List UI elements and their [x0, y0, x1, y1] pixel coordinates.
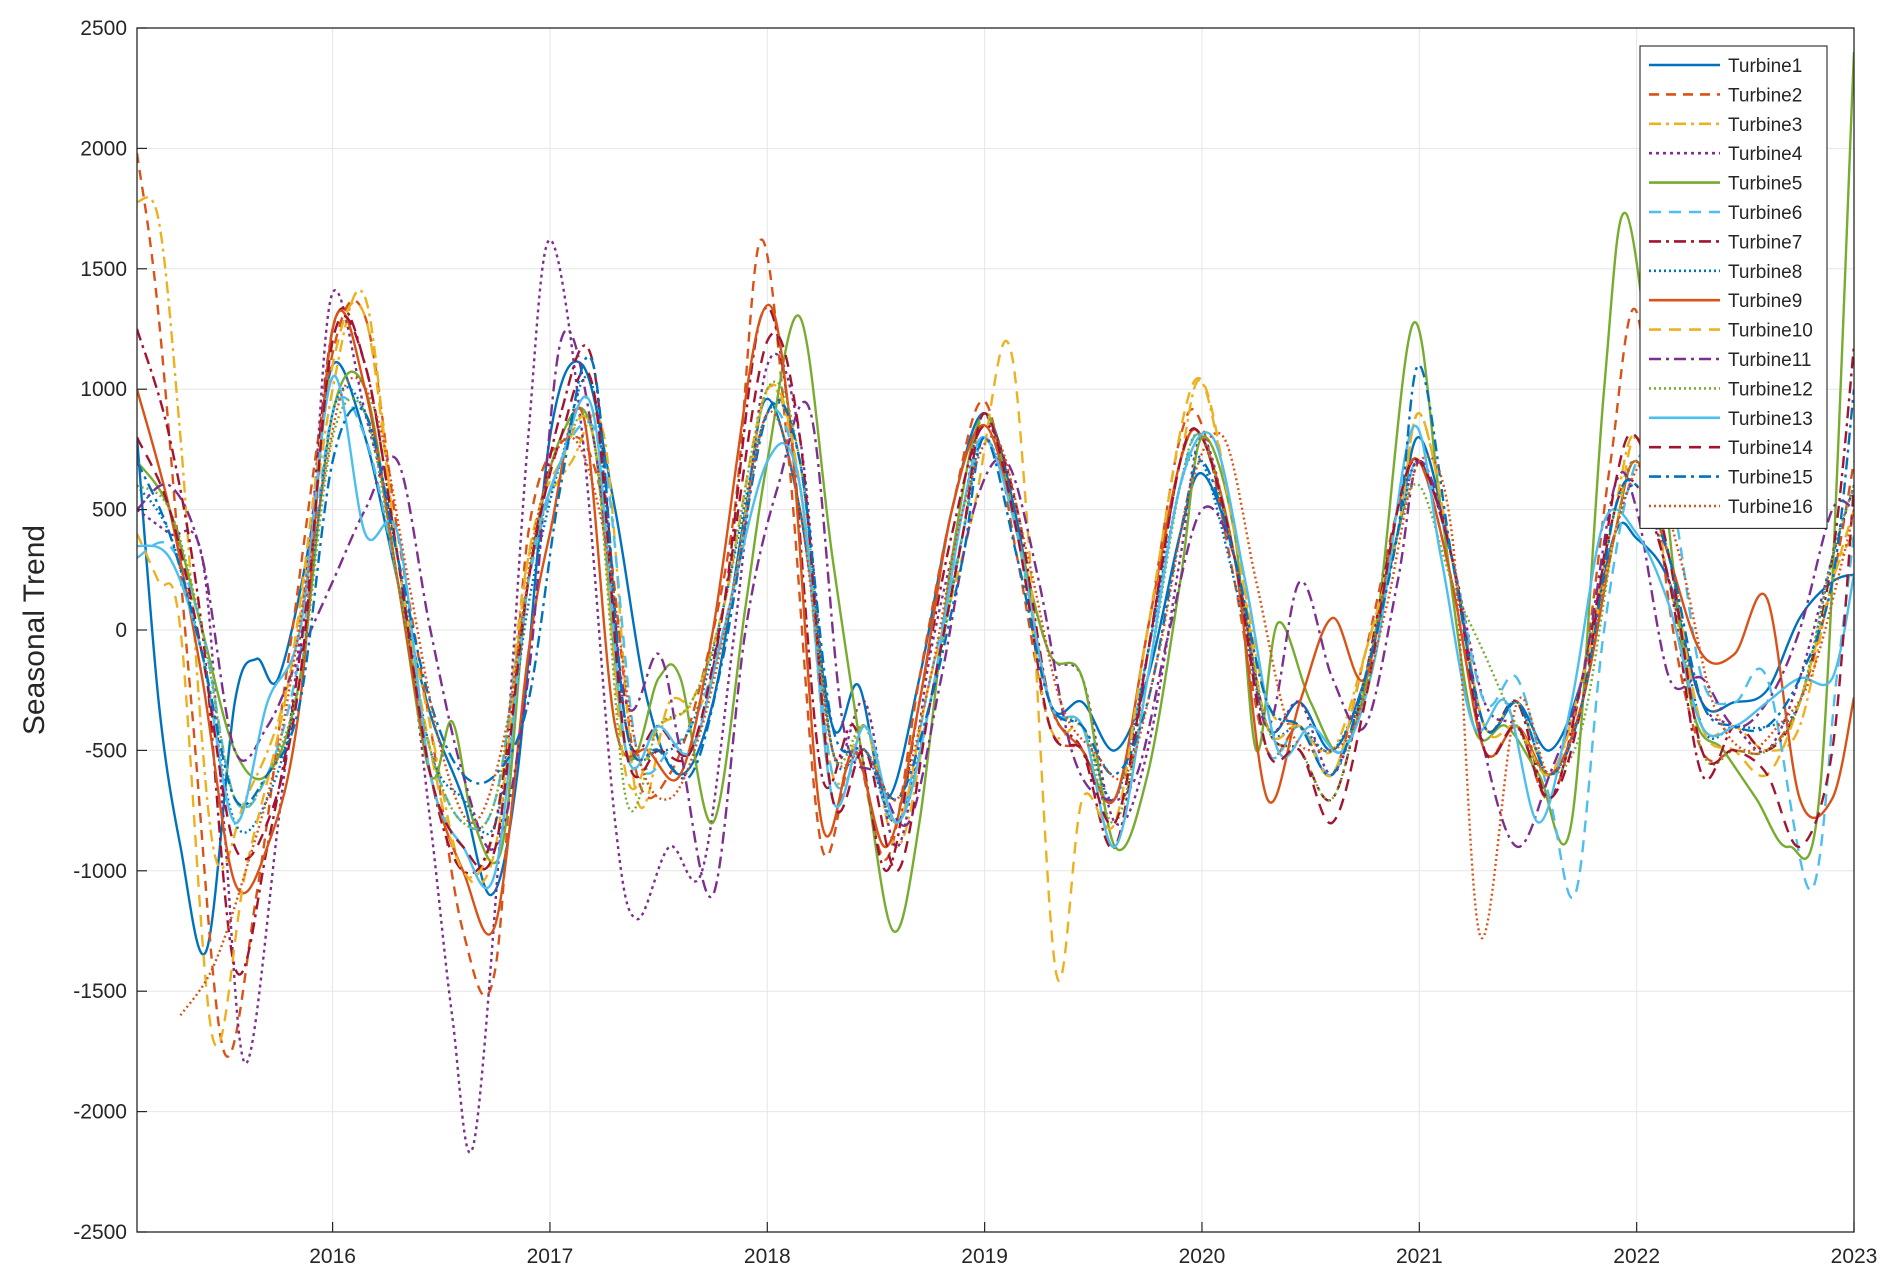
y-tick-label: -1500 [73, 980, 127, 1003]
series-lines [137, 52, 1854, 1154]
y-tick-label: 1000 [80, 378, 127, 401]
legend-label: Turbine16 [1728, 497, 1813, 518]
legend-label: Turbine5 [1728, 174, 1802, 195]
x-tick-label: 2022 [1613, 1245, 1660, 1268]
legend-label: Turbine11 [1728, 350, 1811, 371]
legend-label: Turbine1 [1728, 56, 1802, 77]
y-tick-label: 2000 [80, 137, 127, 160]
legend-label: Turbine9 [1728, 291, 1802, 312]
legend-label: Turbine6 [1728, 203, 1802, 224]
legend-label: Turbine8 [1728, 262, 1802, 283]
y-tick-label: 500 [92, 499, 127, 522]
legend: Turbine1 Turbine2 Turbine3 Turbine4 Turbine5… [1639, 45, 1828, 529]
legend-label: Turbine2 [1728, 85, 1802, 106]
legend-label: Turbine7 [1728, 232, 1802, 253]
x-tick-label: 2019 [961, 1245, 1008, 1268]
legend-label: Turbine4 [1728, 144, 1803, 165]
legend-label: Turbine13 [1728, 409, 1813, 430]
x-tick-label: 2016 [309, 1245, 356, 1268]
y-tick-label: 0 [115, 619, 127, 642]
y-tick-label: -500 [85, 739, 127, 762]
series-line-turbine16 [179, 376, 1854, 1016]
legend-label: Turbine3 [1728, 115, 1802, 136]
series-line-turbine11 [137, 328, 1854, 899]
x-tick-label: 2023 [1831, 1245, 1878, 1268]
series-line-turbine14 [137, 314, 1854, 873]
y-axis-label: Seasonal Trend [18, 525, 51, 735]
y-tick-label: 2500 [80, 17, 127, 40]
x-tick-label: 2020 [1179, 1245, 1226, 1268]
axis-ticks: -2500 -2000 -1500 -1000 -500 0 500 1000 1500 2000… [73, 17, 1877, 1268]
y-tick-label: -2500 [73, 1221, 127, 1244]
y-tick-label: 1500 [80, 258, 127, 281]
x-tick-label: 2017 [527, 1245, 574, 1268]
y-tick-label: -1000 [73, 860, 127, 883]
legend-label: Turbine15 [1728, 468, 1813, 489]
legend-label: Turbine12 [1728, 379, 1813, 400]
x-tick-label: 2018 [744, 1245, 791, 1268]
series-line-turbine10 [137, 300, 1854, 1048]
x-tick-label: 2021 [1396, 1245, 1443, 1268]
y-tick-label: -2000 [73, 1101, 127, 1124]
legend-label: Turbine10 [1728, 321, 1813, 342]
legend-label: Turbine14 [1728, 438, 1813, 459]
